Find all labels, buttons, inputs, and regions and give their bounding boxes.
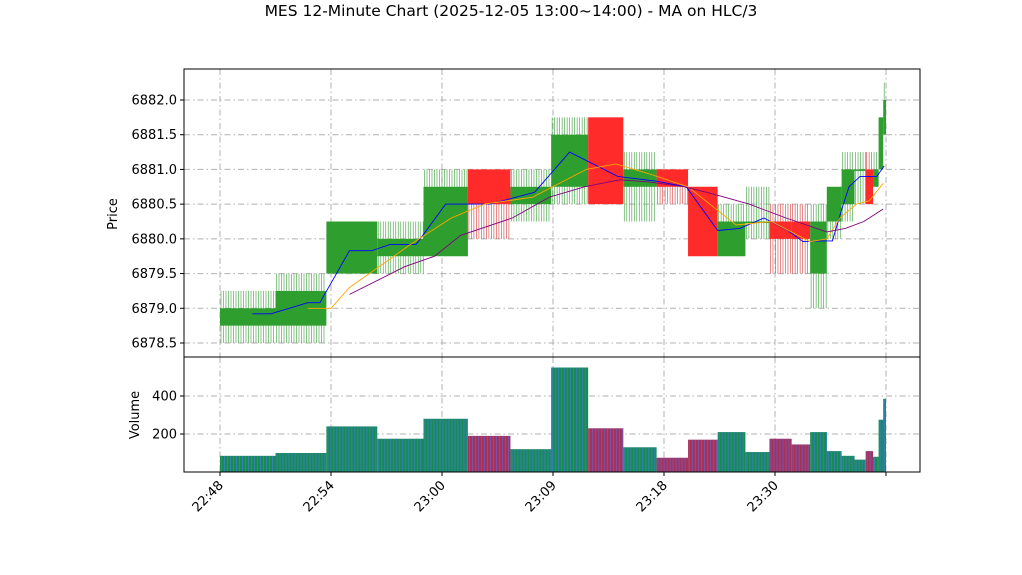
candle xyxy=(873,152,879,187)
candle xyxy=(791,204,811,274)
volume-y-ticks: 200 400 xyxy=(152,390,184,443)
x-tick-label: 22:54 xyxy=(301,478,338,515)
moving-average-line xyxy=(307,163,884,309)
candle xyxy=(745,186,770,239)
volume-bar xyxy=(510,449,552,472)
price-tick-label: 6879.5 xyxy=(132,267,178,282)
candle xyxy=(810,204,827,309)
volume-bar xyxy=(865,451,874,472)
volume-bar xyxy=(275,453,327,472)
price-tick-label: 6880.0 xyxy=(132,232,178,247)
moving-average-line xyxy=(349,179,884,295)
price-tick-label: 6881.0 xyxy=(132,163,178,178)
candle xyxy=(377,221,424,274)
price-tick-label: 6880.5 xyxy=(132,198,178,213)
volume-bar xyxy=(588,428,624,472)
price-y-ticks: 6878.5 6879.0 6879.5 6880.0 6880.5 6881.0 6881… xyxy=(132,94,184,352)
price-tick-label: 6881.5 xyxy=(132,128,178,143)
volume-bar xyxy=(873,456,879,472)
volume-bar xyxy=(377,438,424,472)
volume-bar xyxy=(551,367,589,472)
volume-bar xyxy=(791,444,811,472)
volume-bar xyxy=(717,432,746,472)
candle xyxy=(423,169,468,257)
candle xyxy=(623,152,657,222)
price-tick-label: 6878.5 xyxy=(132,337,178,352)
volume-bar xyxy=(769,438,792,472)
x-tick-label: 23:00 xyxy=(412,478,449,515)
candle xyxy=(878,117,884,170)
volume-bar xyxy=(467,435,511,472)
volume-tick-label: 400 xyxy=(152,390,177,405)
x-tick-label: 23:30 xyxy=(745,478,782,515)
candle xyxy=(769,204,792,274)
x-tick-label: 23:18 xyxy=(634,478,671,515)
candle xyxy=(510,169,552,222)
chart-title: MES 12-Minute Chart (2025-12-05 13:00~14… xyxy=(265,2,758,20)
volume-bar xyxy=(810,432,828,472)
candle xyxy=(688,186,718,257)
volume-bar xyxy=(623,447,657,472)
candle xyxy=(826,186,842,239)
x-ticks: 22:48 22:54 23:00 23:09 23:18 23:30 xyxy=(190,472,887,515)
volume-bar xyxy=(326,426,378,472)
candle xyxy=(841,152,855,222)
volume-bar xyxy=(841,455,855,472)
volume-bar xyxy=(656,457,689,472)
candle xyxy=(588,117,624,205)
volume-bar xyxy=(854,459,866,472)
candle xyxy=(883,82,886,135)
volume-bar xyxy=(745,452,770,472)
volume-y-axis-label: Volume xyxy=(128,391,143,439)
x-tick-label: 23:09 xyxy=(523,478,560,515)
volume-bar xyxy=(688,439,718,472)
candle xyxy=(865,152,874,205)
price-tick-label: 6879.0 xyxy=(132,302,178,317)
candle xyxy=(220,290,276,343)
volume-axes-frame xyxy=(183,356,921,473)
moving-average-lines xyxy=(252,151,885,315)
volume-bars xyxy=(220,367,886,472)
volume-bar xyxy=(878,419,884,472)
price-tick-label: 6882.0 xyxy=(132,94,178,109)
volume-bar xyxy=(883,398,886,472)
volume-bar xyxy=(423,418,468,472)
candle xyxy=(275,273,327,343)
x-tick-label: 22:48 xyxy=(190,478,227,515)
candle xyxy=(326,221,378,274)
volume-bar xyxy=(826,451,842,472)
price-y-axis-label: Price xyxy=(106,198,121,230)
volume-tick-label: 200 xyxy=(152,428,177,443)
volume-bar xyxy=(220,455,276,472)
candle xyxy=(854,152,866,205)
